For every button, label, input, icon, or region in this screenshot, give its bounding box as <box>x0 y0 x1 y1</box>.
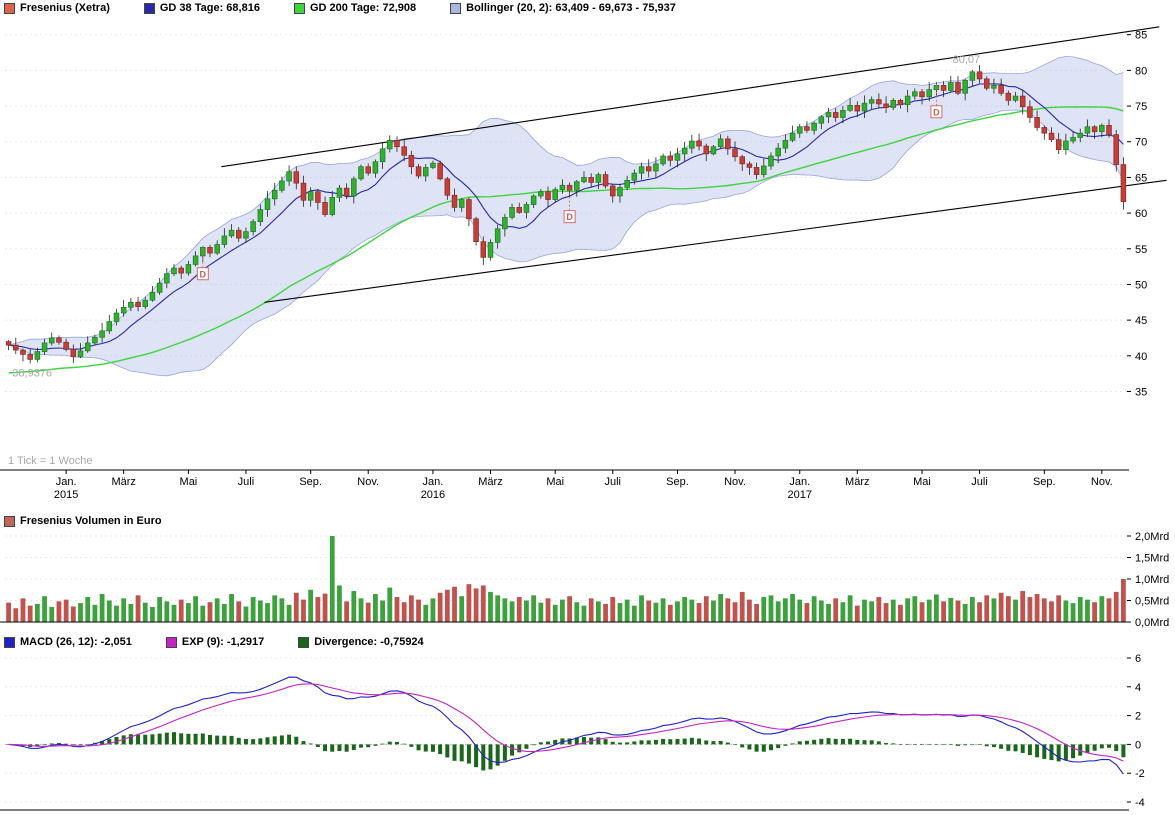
svg-text:Nov.: Nov. <box>357 476 379 488</box>
volume-bar-chart: 2,0Mrd 1,5Mrd 1,0Mrd 0,5Mrd 0,0Mrd <box>0 531 1169 629</box>
svg-text:-4: -4 <box>1135 797 1145 809</box>
macd-swatch-icon <box>4 636 15 648</box>
svg-text:2,0Mrd: 2,0Mrd <box>1135 531 1169 543</box>
svg-text:Juli: Juli <box>971 476 988 488</box>
svg-text:D: D <box>200 269 207 279</box>
gd38-swatch-icon <box>143 2 155 14</box>
svg-text:D: D <box>933 107 940 117</box>
legend-item-exp: EXP (9): -1,2917 <box>165 636 265 648</box>
svg-text:Sep.: Sep. <box>666 476 689 488</box>
svg-text:0: 0 <box>1135 739 1141 751</box>
svg-text:Jan.: Jan. <box>56 476 77 488</box>
svg-text:65: 65 <box>1135 172 1147 184</box>
gd200-swatch-icon <box>293 2 305 14</box>
svg-text:Juli: Juli <box>238 476 255 488</box>
svg-text:4: 4 <box>1135 682 1141 694</box>
legend-item-gd200: GD 200 Tage: 72,908 <box>293 2 417 14</box>
svg-text:80: 80 <box>1135 65 1147 77</box>
svg-text:-2: -2 <box>1135 768 1145 780</box>
svg-text:Mai: Mai <box>180 476 198 488</box>
svg-text:Jan.: Jan. <box>789 476 810 488</box>
legend-item-fresenius: Fresenius (Xetra) <box>4 2 110 14</box>
svg-text:50: 50 <box>1135 279 1147 291</box>
svg-text:80,07: 80,07 <box>953 54 981 66</box>
gd200-label: GD 200 Tage: 72,908 <box>309 2 417 14</box>
svg-text:75: 75 <box>1135 101 1147 113</box>
macd-legend: MACD (26, 12): -2,051 EXP (9): -1,2917 D… <box>4 635 424 649</box>
svg-text:1 Tick = 1 Woche: 1 Tick = 1 Woche <box>8 455 92 467</box>
legend-item-gd38: GD 38 Tage: 68,816 <box>143 2 260 14</box>
svg-text:55: 55 <box>1135 244 1147 256</box>
svg-text:38,9376: 38,9376 <box>12 367 52 379</box>
macd-label: MACD (26, 12): -2,051 <box>20 636 132 648</box>
svg-text:0,5Mrd: 0,5Mrd <box>1135 596 1169 608</box>
svg-text:Nov.: Nov. <box>724 476 746 488</box>
svg-text:März: März <box>845 476 869 488</box>
svg-text:Juli: Juli <box>604 476 621 488</box>
svg-text:Mai: Mai <box>546 476 564 488</box>
legend-item-bollinger: Bollinger (20, 2): 63,409 - 69,673 - 75,… <box>450 2 676 14</box>
volume-label: Fresenius Volumen in Euro <box>20 515 162 527</box>
svg-text:1,5Mrd: 1,5Mrd <box>1135 553 1169 565</box>
svg-text:Mai: Mai <box>913 476 931 488</box>
svg-text:2016: 2016 <box>421 489 445 501</box>
fresenius-swatch-icon <box>4 2 15 14</box>
svg-text:40: 40 <box>1135 351 1147 363</box>
svg-text:6: 6 <box>1135 653 1141 665</box>
svg-text:Nov.: Nov. <box>1091 476 1113 488</box>
svg-text:Jan.: Jan. <box>423 476 444 488</box>
legend-item-volume: Fresenius Volumen in Euro <box>4 515 162 527</box>
svg-text:Sep.: Sep. <box>1033 476 1056 488</box>
divergence-label: Divergence: -0,75924 <box>314 636 424 648</box>
legend-item-macd: MACD (26, 12): -2,051 <box>4 636 132 648</box>
svg-text:0,0Mrd: 0,0Mrd <box>1135 617 1169 629</box>
chart-title: Fresenius (Xetra) <box>20 2 110 14</box>
price-legend: Fresenius (Xetra) GD 38 Tage: 68,816 GD … <box>4 1 676 15</box>
svg-text:D: D <box>566 212 573 222</box>
exp-swatch-icon <box>165 636 177 648</box>
svg-text:März: März <box>478 476 502 488</box>
svg-text:60: 60 <box>1135 208 1147 220</box>
gd38-label: GD 38 Tage: 68,816 <box>159 2 260 14</box>
bollinger-swatch-icon <box>450 2 462 14</box>
svg-text:2015: 2015 <box>54 489 78 501</box>
svg-text:März: März <box>111 476 135 488</box>
svg-text:2: 2 <box>1135 711 1141 723</box>
svg-text:45: 45 <box>1135 315 1147 327</box>
legend-item-divergence: Divergence: -0,75924 <box>298 636 424 648</box>
bollinger-label: Bollinger (20, 2): 63,409 - 69,673 - 75,… <box>466 2 676 14</box>
svg-text:Sep.: Sep. <box>299 476 322 488</box>
svg-text:35: 35 <box>1135 387 1147 399</box>
svg-text:85: 85 <box>1135 30 1147 42</box>
svg-text:1,0Mrd: 1,0Mrd <box>1135 574 1169 586</box>
volume-swatch-icon <box>4 515 15 527</box>
svg-text:70: 70 <box>1135 137 1147 149</box>
macd-indicator-chart: 6 4 2 0 -2 -4 <box>0 653 1145 811</box>
svg-text:2017: 2017 <box>788 489 812 501</box>
divergence-swatch-icon <box>298 636 310 648</box>
volume-legend: Fresenius Volumen in Euro <box>4 514 162 528</box>
exp-label: EXP (9): -1,2917 <box>181 636 265 648</box>
